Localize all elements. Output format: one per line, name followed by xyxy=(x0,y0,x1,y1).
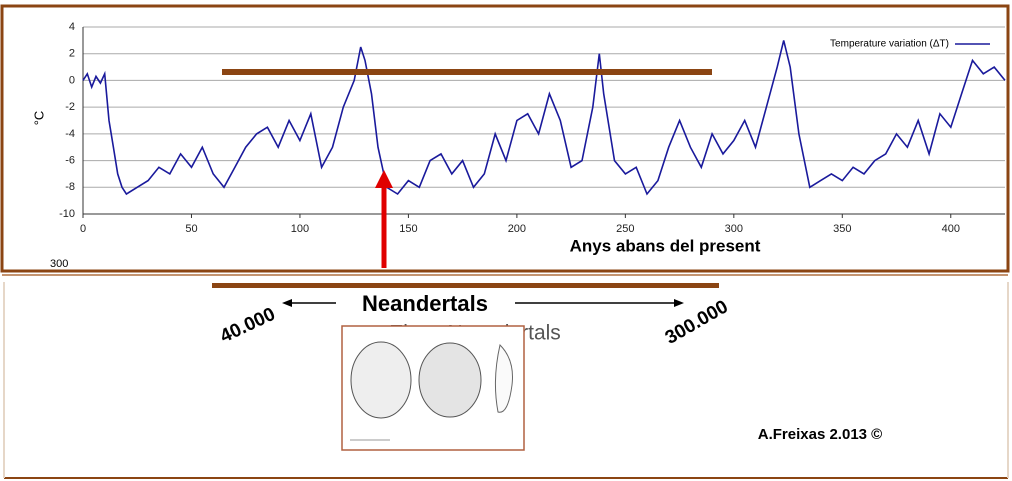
period-bar xyxy=(222,69,712,75)
data-line xyxy=(82,40,1006,196)
x-tick-label: 250 xyxy=(616,223,634,235)
y-tick-label: 0 xyxy=(69,74,75,86)
plot: -10 -8 -6 -4 -2 0 2 4 0 50 100 150 200 250 300 350 400 Te… xyxy=(59,21,1006,235)
period-label: Neandertals xyxy=(362,291,488,316)
x-tick-label: 50 xyxy=(185,223,197,235)
x-tick-label: 400 xyxy=(942,223,960,235)
period-line xyxy=(212,283,719,288)
chart-frame xyxy=(0,4,1010,273)
tool-drawing xyxy=(418,342,482,418)
arrow-head xyxy=(375,170,393,188)
y-tick-label: -4 xyxy=(65,128,75,140)
arrow-right-head xyxy=(674,299,684,307)
x-tick-label: 100 xyxy=(291,223,309,235)
y-tick-label: 4 xyxy=(69,21,75,33)
x-tick-label: 200 xyxy=(508,223,526,235)
y-tick-label: -8 xyxy=(65,181,75,193)
y-tick-label: -6 xyxy=(65,154,75,166)
credit: A.Freixas 2.013 © xyxy=(758,426,882,443)
arrow-left-head xyxy=(282,299,292,307)
y-tick-label: -2 xyxy=(65,101,75,113)
cut-label: 300 xyxy=(50,258,68,270)
tool-drawing xyxy=(494,344,513,413)
y-axis-label: °C xyxy=(31,111,46,126)
tool-drawing xyxy=(350,341,412,419)
x-tick-label: 0 xyxy=(80,223,86,235)
x-tick-label: 150 xyxy=(399,223,417,235)
y-tick-label: -10 xyxy=(59,208,75,220)
x-axis-label: Anys abans del present xyxy=(570,236,761,255)
x-tick-label: 300 xyxy=(725,223,743,235)
y-tick-label: 2 xyxy=(69,48,75,60)
x-tick-label: 350 xyxy=(833,223,851,235)
artifact-image xyxy=(341,325,525,451)
legend-label: Temperature variation (ΔT) xyxy=(830,39,949,50)
